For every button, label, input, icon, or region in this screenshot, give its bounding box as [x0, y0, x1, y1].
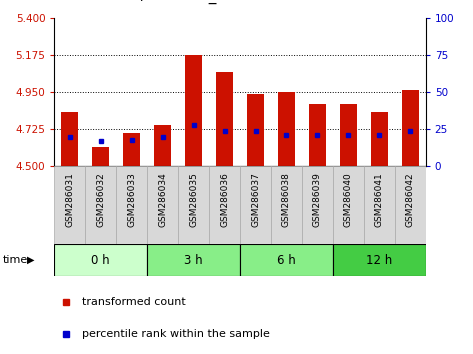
Text: 0 h: 0 h	[91, 254, 110, 267]
Bar	[54, 244, 147, 276]
Bar	[185, 55, 202, 166]
Bar	[333, 166, 364, 244]
Text: GSM286036: GSM286036	[220, 173, 229, 228]
Bar	[147, 166, 178, 244]
Bar	[240, 244, 333, 276]
Text: GSM286037: GSM286037	[251, 173, 260, 228]
Text: 3 h: 3 h	[184, 254, 203, 267]
Bar	[333, 244, 426, 276]
Bar	[116, 166, 147, 244]
Bar	[123, 133, 140, 166]
Bar	[278, 92, 295, 166]
Bar	[402, 90, 419, 166]
Bar	[371, 112, 388, 166]
Text: 6 h: 6 h	[277, 254, 296, 267]
Text: ▶: ▶	[27, 255, 35, 265]
Text: GSM286034: GSM286034	[158, 173, 167, 227]
Text: GSM286035: GSM286035	[189, 173, 198, 228]
Text: 12 h: 12 h	[366, 254, 393, 267]
Bar	[247, 94, 264, 166]
Bar	[240, 166, 271, 244]
Text: GSM286041: GSM286041	[375, 173, 384, 227]
Bar	[154, 125, 171, 166]
Bar	[54, 166, 85, 244]
Text: GSM286040: GSM286040	[344, 173, 353, 227]
Bar	[209, 166, 240, 244]
Text: GDS3285 / 213582_at: GDS3285 / 213582_at	[64, 0, 232, 4]
Bar	[85, 166, 116, 244]
Text: GSM286032: GSM286032	[96, 173, 105, 227]
Text: GSM286031: GSM286031	[65, 173, 74, 228]
Bar	[395, 166, 426, 244]
Text: GSM286042: GSM286042	[406, 173, 415, 227]
Text: transformed count: transformed count	[82, 297, 186, 307]
Text: GSM286033: GSM286033	[127, 173, 136, 228]
Bar	[364, 166, 395, 244]
Bar	[302, 166, 333, 244]
Bar	[340, 104, 357, 166]
Text: time: time	[2, 255, 27, 265]
Bar	[271, 166, 302, 244]
Text: GSM286039: GSM286039	[313, 173, 322, 228]
Bar	[61, 112, 79, 166]
Bar	[92, 147, 109, 166]
Bar	[309, 104, 326, 166]
Bar	[216, 72, 233, 166]
Text: percentile rank within the sample: percentile rank within the sample	[82, 329, 270, 339]
Bar	[147, 244, 240, 276]
Text: GSM286038: GSM286038	[282, 173, 291, 228]
Bar	[178, 166, 209, 244]
